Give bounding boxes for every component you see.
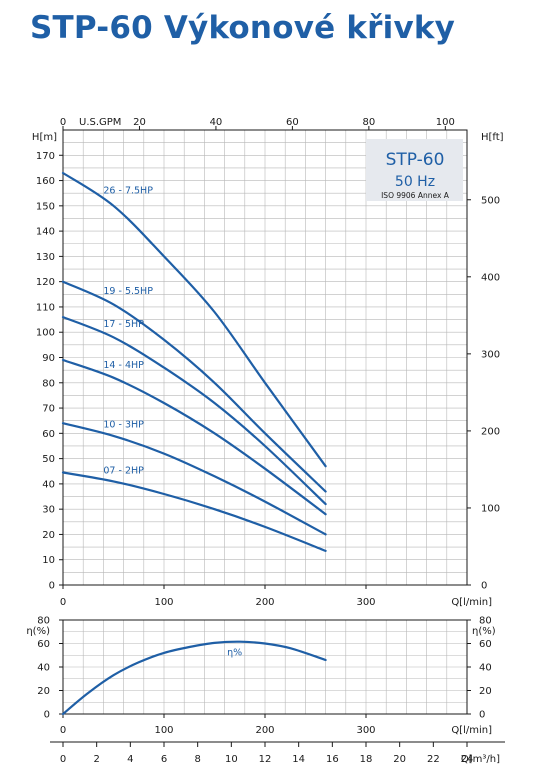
tick-label-eff-left: 0 <box>44 710 50 721</box>
tick-label-eff-right: 0 <box>479 710 485 721</box>
tick-label-m3h: 2 <box>93 754 99 765</box>
tick-label-m3h: 24 <box>461 754 474 765</box>
tick-label-head-m: 80 <box>42 378 55 389</box>
tick-label-q-lmin: 200 <box>255 597 274 608</box>
tick-label-head-m: 60 <box>42 429 55 440</box>
efficiency-label: η% <box>227 647 242 658</box>
tick-label-head-m: 110 <box>36 302 55 313</box>
curve-label: 17 - 5HP <box>103 319 144 330</box>
tick-label-eff-q: 100 <box>154 725 173 736</box>
curve-label: 26 - 7.5HP <box>103 185 153 196</box>
tick-label-head-m: 100 <box>36 328 55 339</box>
grid <box>62 129 468 715</box>
tick-label-head-m: 10 <box>42 555 55 566</box>
tick-label-head-ft: 0 <box>481 581 487 592</box>
curve-label: 10 - 3HP <box>103 419 144 430</box>
right-axis-label-head: H[ft] <box>481 132 504 143</box>
tick-label-m3h: 8 <box>194 754 200 765</box>
head-curve <box>61 316 327 506</box>
tick-label-eff-q: 300 <box>356 725 375 736</box>
head-curve <box>61 280 327 493</box>
tick-label-eff-right: 40 <box>479 663 492 674</box>
tick-label-head-ft: 100 <box>481 503 500 514</box>
head-curve <box>61 171 327 468</box>
tick-label-m3h: 0 <box>60 754 66 765</box>
tick-label-head-m: 150 <box>36 201 55 212</box>
tick-label-head-m: 70 <box>42 404 55 415</box>
curve-label: 19 - 5.5HP <box>103 286 153 297</box>
tick-label-head-m: 160 <box>36 176 55 187</box>
eff-x-axis-label: Q[l/min] <box>451 725 492 736</box>
tick-label-head-m: 40 <box>42 479 55 490</box>
tick-label-gpm: 40 <box>210 117 223 128</box>
m3h-axis-label: Q[m³/h] <box>461 754 500 765</box>
axis-labels: U.S.GPM H[m] H[ft] Q[l/min] η(%) η(%) Q[… <box>26 117 503 765</box>
tick-label-head-m: 0 <box>49 581 55 592</box>
curve-label: 14 - 4HP <box>103 360 144 371</box>
tick-label-head-m: 90 <box>42 353 55 364</box>
badge-background <box>366 139 463 201</box>
tick-label-gpm: 100 <box>436 117 455 128</box>
eff-right-axis-label: η(%) <box>472 626 496 637</box>
badge-model: STP-60 <box>386 150 445 170</box>
efficiency-curve <box>61 640 327 716</box>
tick-label-m3h: 4 <box>127 754 133 765</box>
tick-label-head-m: 20 <box>42 530 55 541</box>
tick-label-m3h: 18 <box>360 754 373 765</box>
tick-label-eff-left: 20 <box>37 686 50 697</box>
head-curve <box>61 471 327 552</box>
curves: 26 - 7.5HP 19 - 5.5HP 17 - 5HP 14 - 4HP 10 -… <box>61 171 327 716</box>
tick-label-gpm: 20 <box>133 117 146 128</box>
tick-label-eff-right: 80 <box>479 616 492 627</box>
tick-label-q-lmin: 100 <box>154 597 173 608</box>
left-axis-label-head: H[m] <box>32 132 57 143</box>
tick-label-head-ft: 400 <box>481 272 500 283</box>
tick-label-eff-left: 40 <box>37 663 50 674</box>
tick-label-eff-q: 0 <box>60 725 66 736</box>
badge-freq: 50 Hz <box>395 174 435 190</box>
tick-label-head-ft: 200 <box>481 426 500 437</box>
tick-label-q-lmin: 300 <box>356 597 375 608</box>
tick-label-gpm: 0 <box>60 117 66 128</box>
tick-label-m3h: 14 <box>292 754 305 765</box>
tick-label-eff-q: 200 <box>255 725 274 736</box>
plot-frame <box>50 129 505 743</box>
tick-label-head-m: 30 <box>42 505 55 516</box>
top-axis-label: U.S.GPM <box>79 117 121 128</box>
tick-label-head-m: 170 <box>36 151 55 162</box>
tick-label-q-lmin: 0 <box>60 597 66 608</box>
tick-label-m3h: 16 <box>326 754 339 765</box>
head-curve <box>61 422 327 536</box>
tick-label-head-m: 130 <box>36 252 55 263</box>
tick-label-m3h: 6 <box>161 754 167 765</box>
tick-label-head-m: 140 <box>36 227 55 238</box>
curve-label: 07 - 2HP <box>103 466 144 477</box>
tick-label-m3h: 22 <box>427 754 440 765</box>
page-title: STP-60 Výkonové křivky <box>30 10 456 46</box>
tick-label-gpm: 80 <box>362 117 375 128</box>
tick-label-eff-left: 80 <box>37 616 50 627</box>
badge-standard: ISO 9906 Annex A <box>381 191 450 200</box>
tick-label-m3h: 12 <box>259 754 272 765</box>
tick-label-eff-right: 20 <box>479 686 492 697</box>
tick-label-head-m: 50 <box>42 454 55 465</box>
tick-label-head-ft: 300 <box>481 349 500 360</box>
model-badge: STP-60 50 Hz ISO 9906 Annex A <box>366 139 463 201</box>
eff-left-axis-label: η(%) <box>26 626 50 637</box>
tick-label-m3h: 20 <box>393 754 406 765</box>
tick-label-eff-right: 60 <box>479 639 492 650</box>
head-x-axis-label: Q[l/min] <box>451 597 492 608</box>
tick-label-eff-left: 60 <box>37 639 50 650</box>
tick-label-m3h: 10 <box>225 754 238 765</box>
tick-label-head-ft: 500 <box>481 195 500 206</box>
tick-label-head-m: 120 <box>36 277 55 288</box>
head-curve <box>61 358 327 516</box>
ticks: 0102030405060708090100110120130140150160… <box>36 117 500 765</box>
tick-label-gpm: 60 <box>286 117 299 128</box>
